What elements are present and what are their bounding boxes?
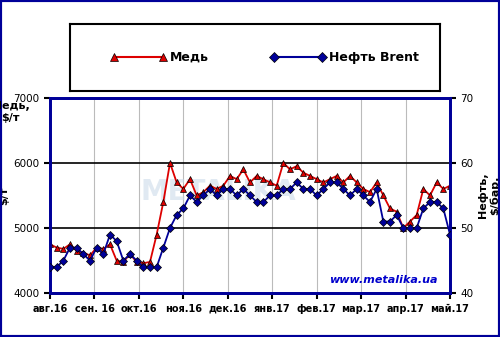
Text: Медь: Медь bbox=[170, 51, 209, 64]
Y-axis label: Нефть,
$/бар.: Нефть, $/бар. bbox=[478, 173, 500, 218]
Text: Нефть Brent: Нефть Brent bbox=[329, 51, 419, 64]
Y-axis label: Медь,
$/т: Медь, $/т bbox=[0, 176, 10, 215]
Text: Медь,
$/т: Медь, $/т bbox=[0, 101, 30, 123]
Text: www.metalika.ua: www.metalika.ua bbox=[330, 275, 438, 285]
Text: METALIKA: METALIKA bbox=[140, 178, 296, 206]
